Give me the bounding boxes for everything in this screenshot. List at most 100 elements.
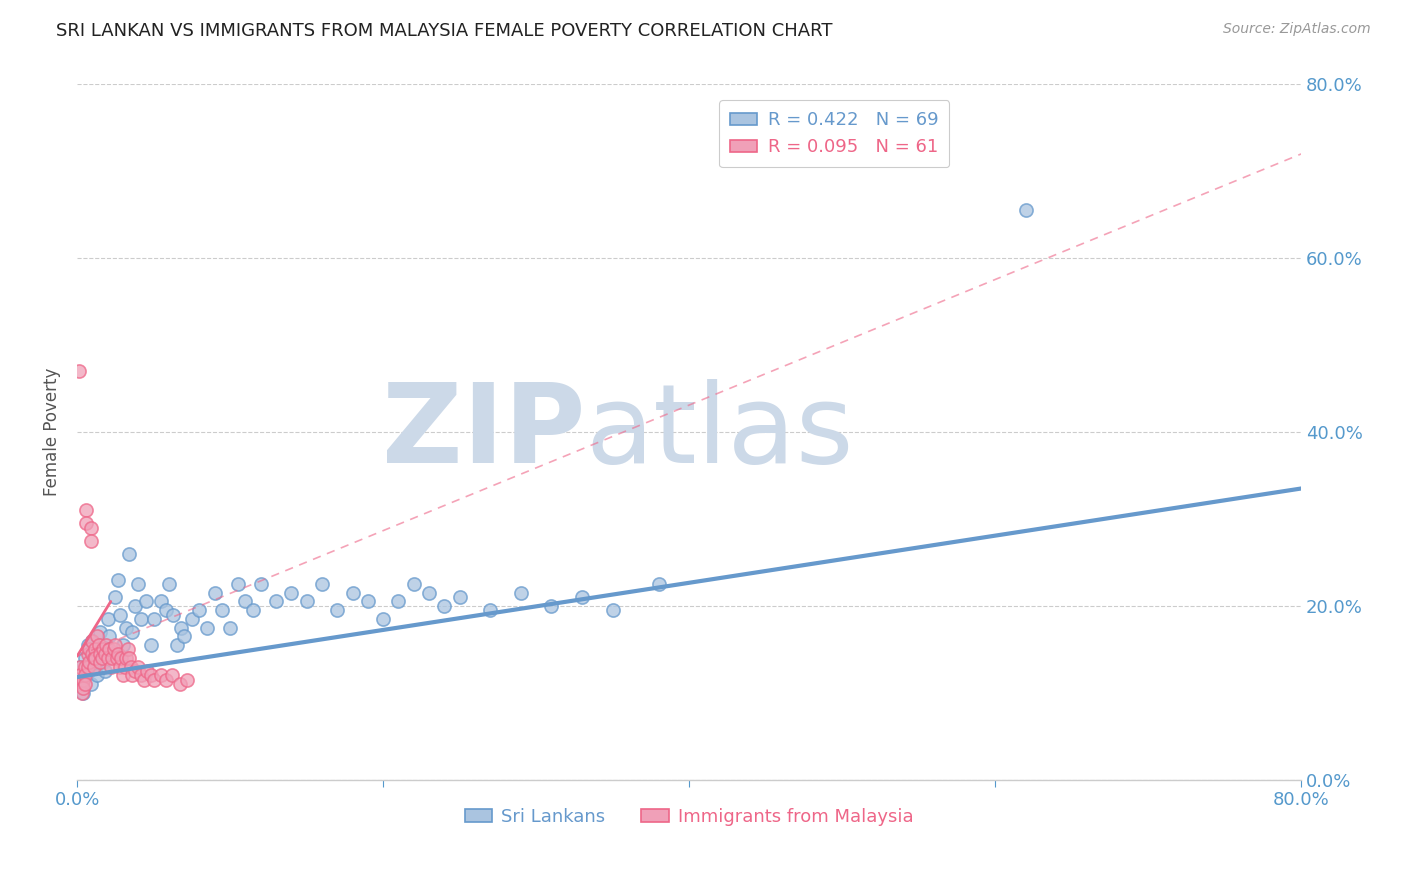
- Point: [142, 673, 165, 687]
- Point: [433, 599, 456, 613]
- Point: [83, 647, 105, 661]
- Point: [70, 686, 93, 700]
- Point: [84, 642, 107, 657]
- Point: [118, 547, 141, 561]
- Point: [120, 659, 142, 673]
- Point: [418, 586, 440, 600]
- Point: [602, 603, 624, 617]
- Point: [124, 664, 146, 678]
- Point: [72, 673, 94, 687]
- Point: [101, 647, 124, 661]
- Point: [69, 659, 91, 673]
- Point: [357, 594, 380, 608]
- Y-axis label: Female Poverty: Female Poverty: [44, 368, 60, 496]
- Point: [107, 573, 129, 587]
- Point: [180, 612, 202, 626]
- Point: [170, 621, 193, 635]
- Point: [1015, 203, 1038, 218]
- Point: [105, 651, 128, 665]
- Point: [111, 668, 134, 682]
- Point: [449, 590, 471, 604]
- Point: [76, 659, 98, 673]
- Point: [571, 590, 593, 604]
- Point: [311, 577, 333, 591]
- Point: [93, 647, 115, 661]
- Point: [73, 659, 96, 673]
- Point: [110, 651, 132, 665]
- Point: [117, 642, 139, 657]
- Point: [139, 668, 162, 682]
- Point: [166, 638, 188, 652]
- Point: [89, 624, 111, 639]
- Point: [107, 647, 129, 661]
- Point: [67, 364, 90, 378]
- Point: [82, 633, 104, 648]
- Point: [75, 668, 97, 682]
- Point: [142, 612, 165, 626]
- Point: [70, 677, 93, 691]
- Point: [111, 638, 134, 652]
- Point: [402, 577, 425, 591]
- Point: [104, 590, 127, 604]
- Point: [84, 651, 107, 665]
- Point: [280, 586, 302, 600]
- Point: [131, 668, 153, 682]
- Point: [219, 621, 242, 635]
- Point: [70, 673, 93, 687]
- Point: [80, 677, 103, 691]
- Point: [135, 594, 157, 608]
- Point: [98, 629, 121, 643]
- Text: ZIP: ZIP: [381, 378, 585, 485]
- Point: [73, 651, 96, 665]
- Point: [101, 651, 124, 665]
- Point: [264, 594, 287, 608]
- Point: [80, 520, 103, 534]
- Point: [79, 655, 101, 669]
- Point: [647, 577, 669, 591]
- Text: Source: ZipAtlas.com: Source: ZipAtlas.com: [1223, 22, 1371, 37]
- Point: [173, 629, 195, 643]
- Point: [83, 651, 105, 665]
- Point: [155, 673, 177, 687]
- Point: [169, 677, 191, 691]
- Legend: Sri Lankans, Immigrants from Malaysia: Sri Lankans, Immigrants from Malaysia: [458, 801, 921, 833]
- Point: [150, 594, 173, 608]
- Point: [79, 664, 101, 678]
- Point: [89, 655, 111, 669]
- Point: [72, 686, 94, 700]
- Point: [75, 503, 97, 517]
- Point: [76, 647, 98, 661]
- Point: [69, 659, 91, 673]
- Point: [79, 642, 101, 657]
- Point: [211, 603, 233, 617]
- Point: [82, 647, 104, 661]
- Point: [127, 659, 149, 673]
- Point: [157, 577, 180, 591]
- Point: [371, 612, 394, 626]
- Point: [115, 651, 138, 665]
- Point: [86, 629, 108, 643]
- Point: [97, 651, 120, 665]
- Point: [86, 668, 108, 682]
- Point: [121, 624, 143, 639]
- Point: [76, 638, 98, 652]
- Point: [139, 638, 162, 652]
- Point: [204, 586, 226, 600]
- Point: [97, 612, 120, 626]
- Point: [103, 642, 125, 657]
- Point: [509, 586, 531, 600]
- Text: SRI LANKAN VS IMMIGRANTS FROM MALAYSIA FEMALE POVERTY CORRELATION CHART: SRI LANKAN VS IMMIGRANTS FROM MALAYSIA F…: [56, 22, 832, 40]
- Point: [72, 681, 94, 696]
- Point: [162, 607, 184, 622]
- Point: [83, 659, 105, 673]
- Point: [89, 647, 111, 661]
- Point: [249, 577, 271, 591]
- Point: [479, 603, 502, 617]
- Point: [73, 677, 96, 691]
- Point: [104, 638, 127, 652]
- Point: [131, 612, 153, 626]
- Point: [226, 577, 249, 591]
- Point: [69, 668, 91, 682]
- Point: [195, 621, 218, 635]
- Point: [75, 516, 97, 531]
